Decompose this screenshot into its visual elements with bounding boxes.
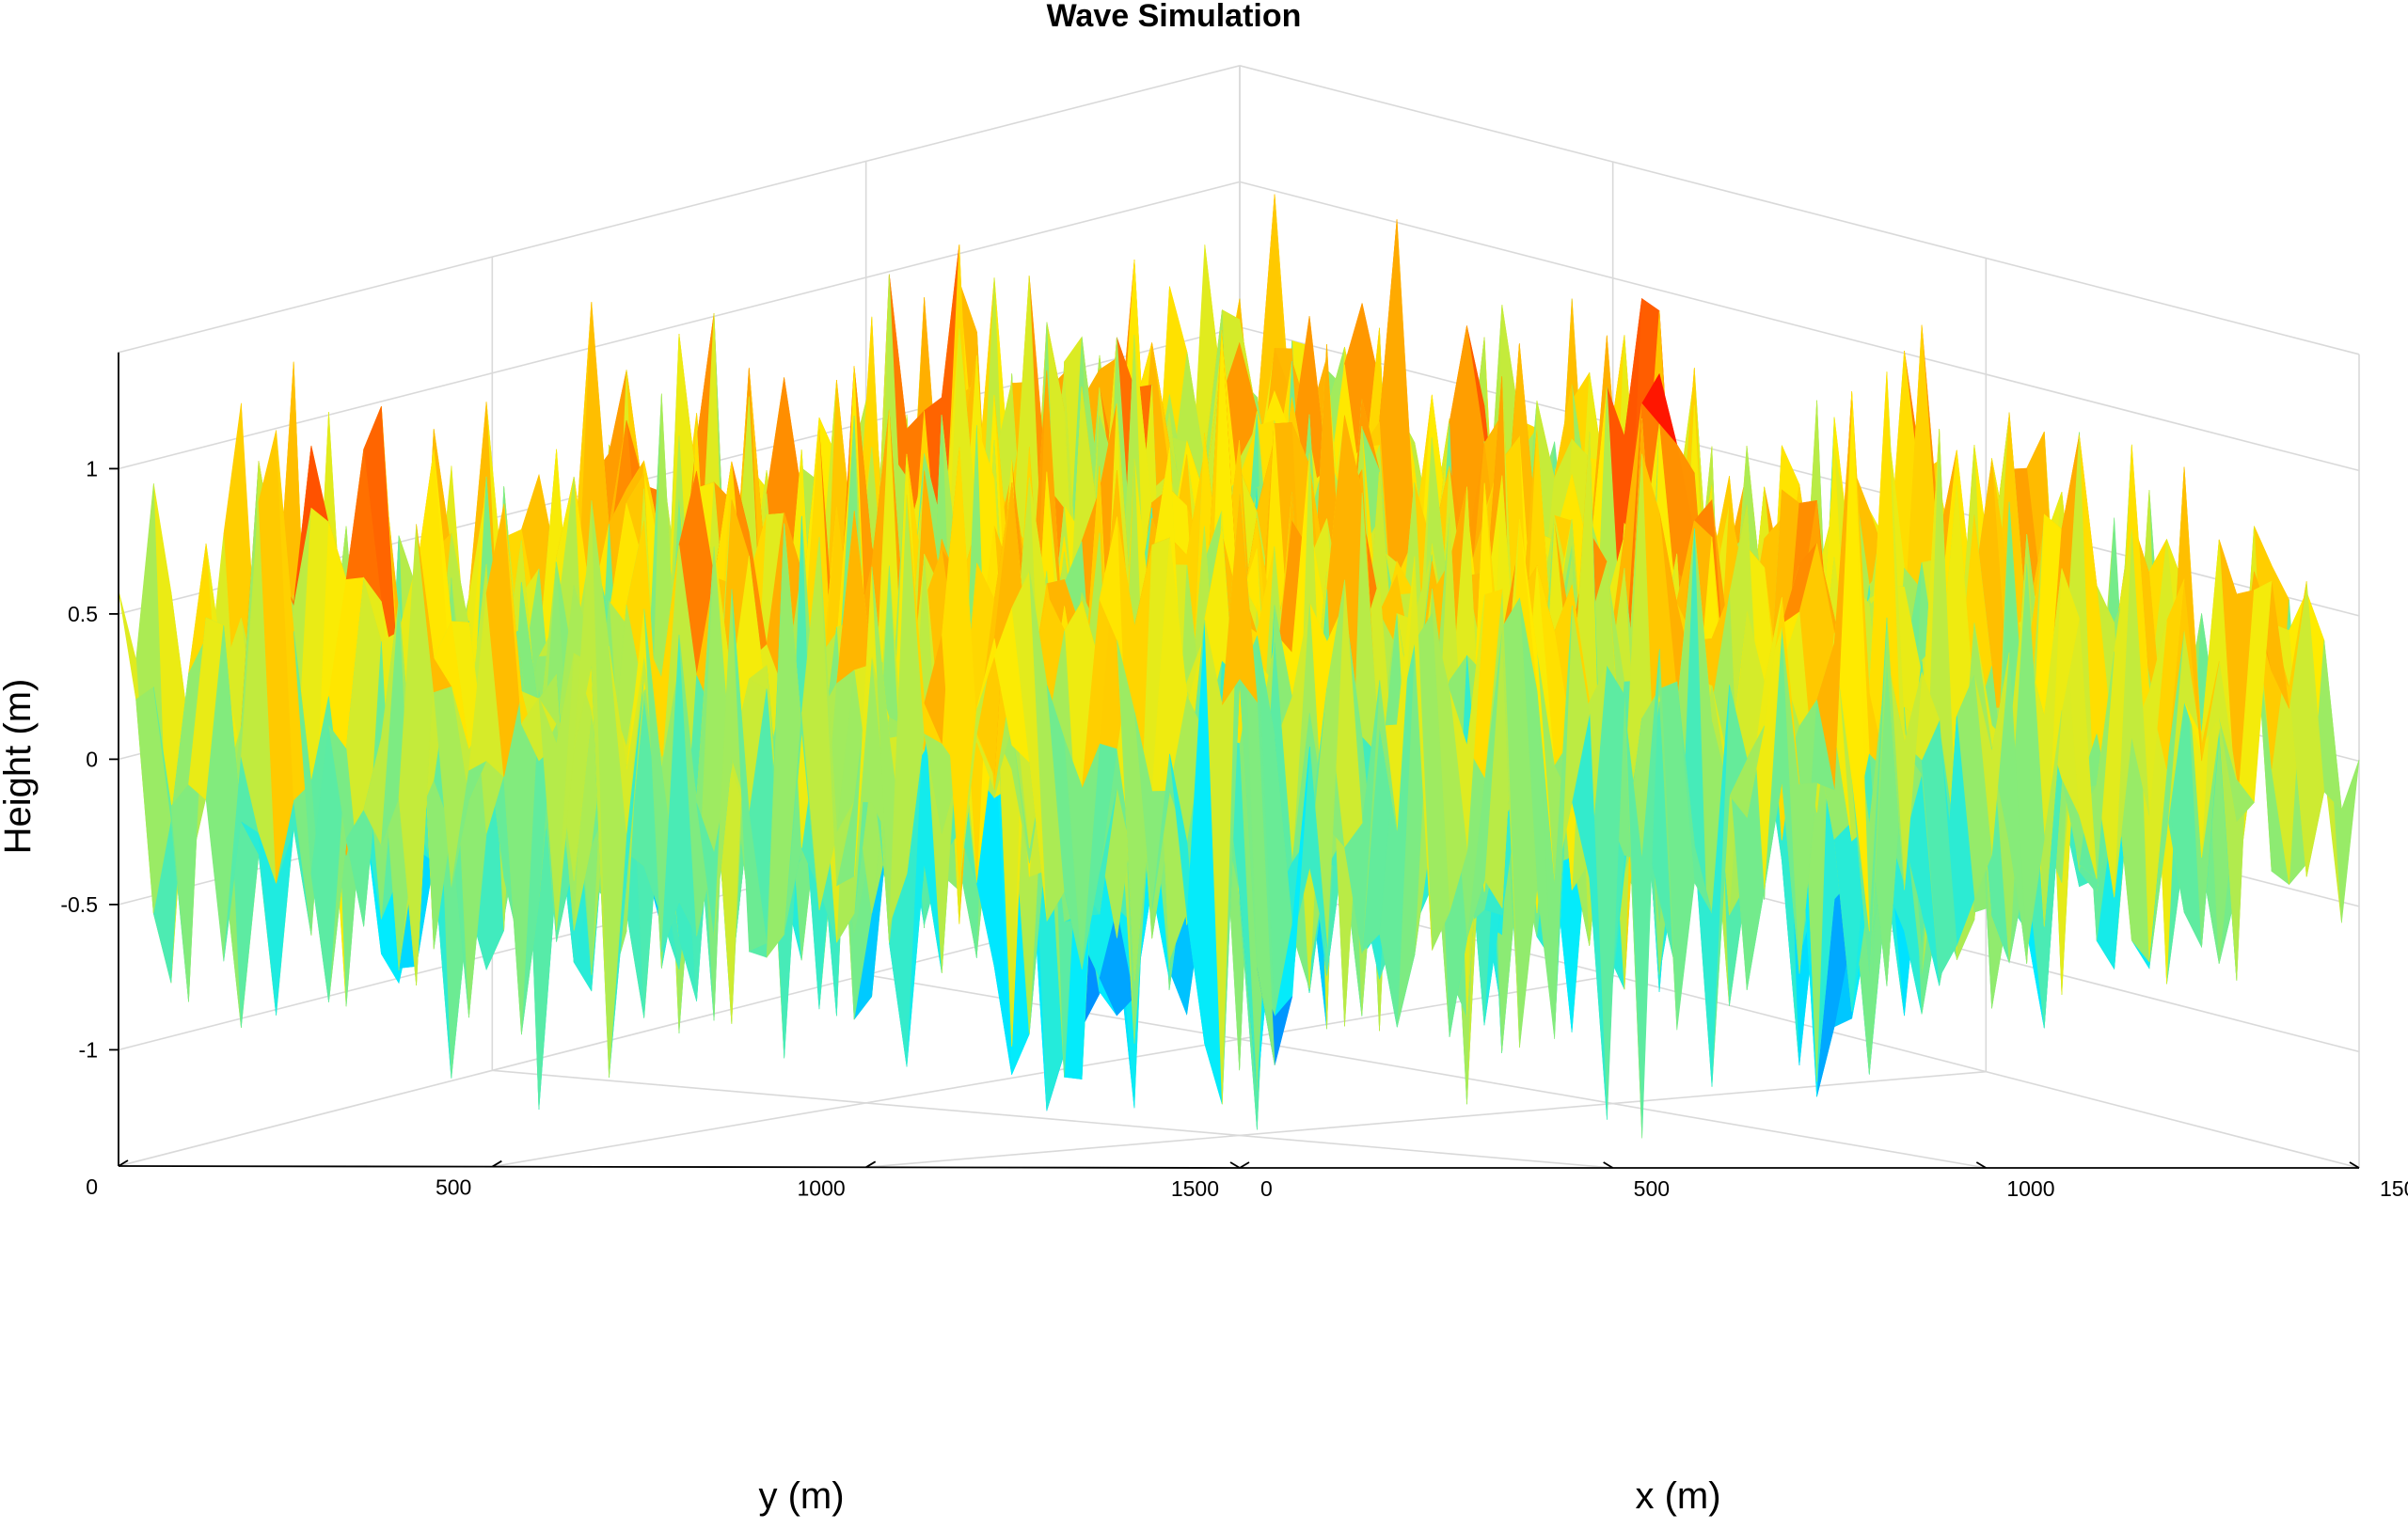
y-axis-line bbox=[118, 1165, 1241, 1169]
x-tick-label: 1000 bbox=[2006, 1176, 2054, 1201]
chart-title: Wave Simulation bbox=[1047, 0, 1302, 34]
y-tick-label: 1000 bbox=[797, 1175, 845, 1200]
grid-line-z bbox=[118, 181, 1241, 470]
y-tick-label: 1500 bbox=[1171, 1176, 1219, 1201]
z-tick-label: 1 bbox=[86, 456, 98, 481]
grid-line-z bbox=[1239, 181, 2360, 472]
y-tick-label: 0 bbox=[86, 1174, 98, 1199]
z-tick-label: -0.5 bbox=[60, 892, 98, 917]
z-tick-label: 0.5 bbox=[68, 602, 98, 626]
y-tick-label: 500 bbox=[436, 1175, 471, 1200]
z-tick-label: -1 bbox=[79, 1037, 98, 1062]
wall-top-edge bbox=[1239, 65, 2360, 355]
floor-grid-x bbox=[492, 1069, 1613, 1169]
x-axis-label: x (m) bbox=[1635, 1475, 1720, 1517]
x-tick-label: 1500 bbox=[2380, 1176, 2408, 1201]
z-tick-label: 0 bbox=[86, 747, 98, 771]
x-tick-label: 500 bbox=[1634, 1176, 1670, 1201]
x-tick-label: 0 bbox=[1260, 1176, 1273, 1201]
wall-top-edge bbox=[118, 65, 1241, 354]
y-axis-label: y (m) bbox=[758, 1475, 844, 1517]
wave-surface bbox=[118, 194, 2360, 1139]
floor-grid-y bbox=[865, 1070, 1987, 1169]
z-axis-label: Height (m) bbox=[0, 679, 39, 855]
